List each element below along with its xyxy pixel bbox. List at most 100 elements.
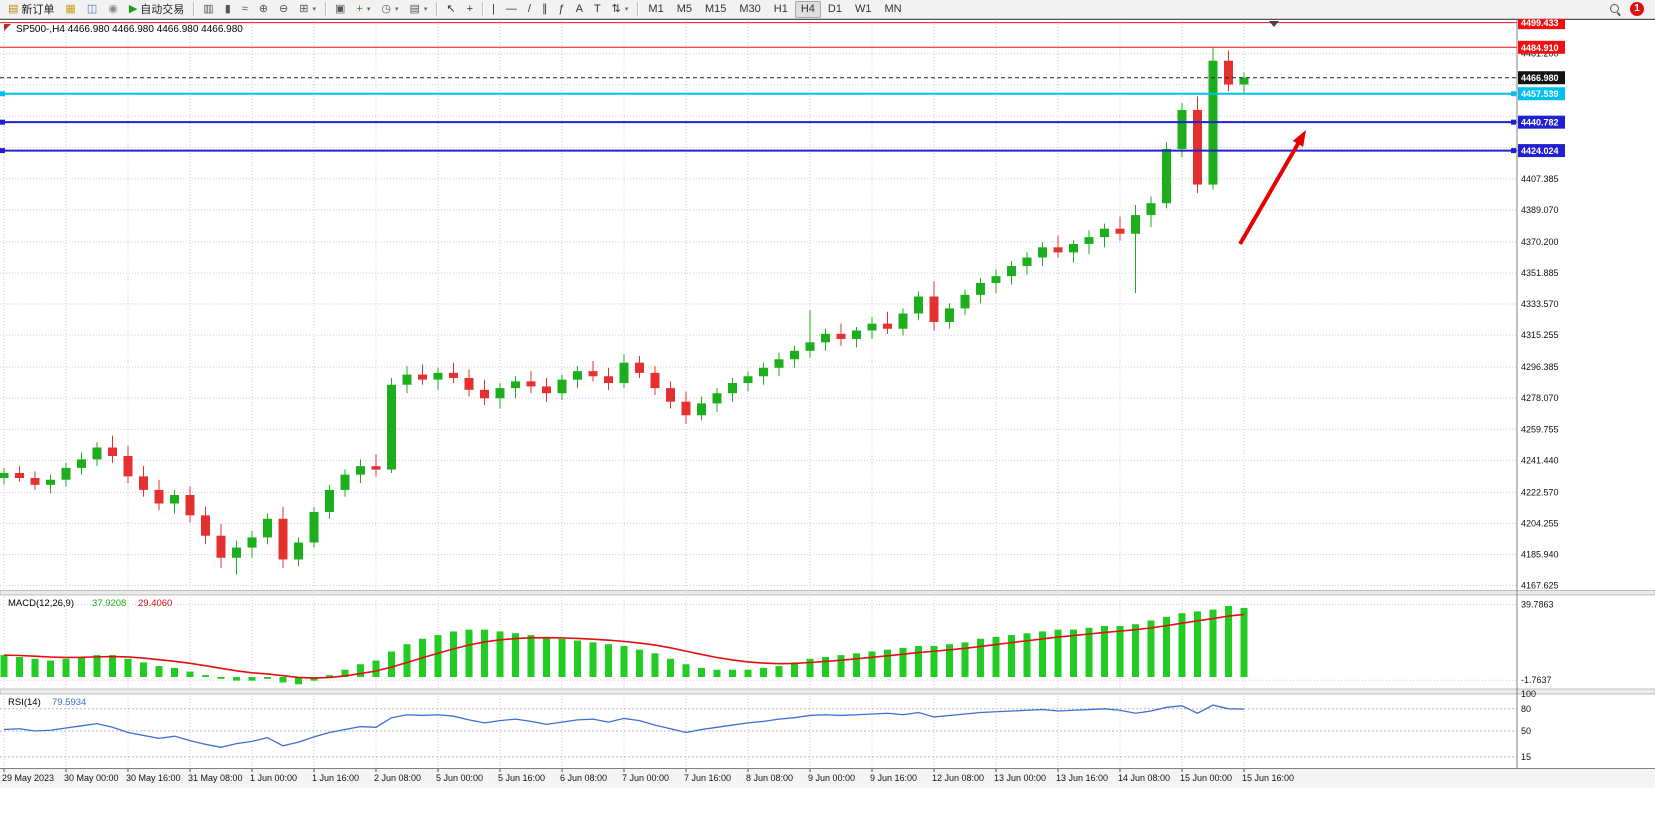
candle: [960, 294, 970, 309]
macd-histogram-bar: [372, 660, 380, 677]
zoom-out-button[interactable]: ⊖: [274, 1, 293, 18]
notification-badge[interactable]: 1: [1630, 2, 1644, 16]
macd-label: MACD(12,26,9) 37.9208 29.4060: [8, 598, 172, 609]
bar-chart-button[interactable]: ▥: [198, 1, 218, 18]
tile-windows-button[interactable]: ⊞ ▾: [294, 1, 321, 18]
toolbar-separator: [482, 2, 484, 16]
candle: [790, 350, 799, 360]
price-tag[interactable]: [1518, 16, 1565, 30]
candle: [681, 401, 691, 416]
chart-title: SP500-,H4 4466.980 4466.980 4466.980 446…: [16, 24, 243, 35]
vertical-line-button[interactable]: |: [487, 1, 500, 18]
tf-m15-button[interactable]: M15: [699, 1, 732, 18]
price-tags-layer[interactable]: 4499.433 4484.910 4457.539 4440.782 4424.024…: [1518, 16, 1565, 158]
fibonacci-button[interactable]: ƒ: [553, 1, 569, 18]
candle: [1162, 148, 1171, 204]
tf-m30-button[interactable]: M30: [733, 1, 766, 18]
levels-layer[interactable]: [0, 22, 1517, 154]
macd-histogram-bar: [915, 646, 922, 677]
price-tag[interactable]: [1518, 115, 1565, 129]
price-tag[interactable]: [1518, 40, 1565, 54]
level-end-marker[interactable]: [0, 91, 5, 97]
templates-button[interactable]: ▤ ▾: [404, 1, 432, 18]
candlestick-chart-button[interactable]: ▮: [220, 1, 236, 18]
time-axis-label: 7 Jun 00:00: [622, 773, 669, 783]
tf-d1-button[interactable]: D1: [822, 1, 848, 18]
charts-button[interactable]: ▦: [60, 1, 80, 18]
text-label-button[interactable]: T: [589, 1, 606, 18]
level-end-marker[interactable]: [1511, 91, 1516, 97]
profiles-button[interactable]: ◫: [82, 1, 102, 18]
level-end-marker[interactable]: [0, 148, 5, 154]
indicators-icon: +: [356, 2, 363, 15]
time-axis-label: 13 Jun 00:00: [994, 773, 1046, 783]
pane-divider[interactable]: [0, 590, 1655, 596]
candle: [123, 455, 133, 477]
macd-histogram-bar: [1101, 625, 1108, 677]
tf-m5-button[interactable]: M5: [671, 1, 698, 18]
candle: [821, 333, 830, 343]
tf-m1-button[interactable]: M1: [642, 1, 669, 18]
price-tag[interactable]: [1518, 144, 1565, 158]
time-axis-label: 30 May 16:00: [126, 773, 181, 783]
time-axis-label: 30 May 00:00: [64, 773, 119, 783]
candle: [929, 296, 939, 322]
main-toolbar: ▤ 新订单 ▦ ◫ ◉ ▶ 自动交易 ▥ ▮ ≈ ⊕ ⊖ ⊞ ▾ ▣ + ▾ ◷ ▾ ▤ ▾ ↖ + | — / ∥ ƒ A T ⇅ ▾ M1 M…: [0, 0, 1655, 19]
macd-histogram-bar: [1116, 625, 1124, 677]
tf-h1-button[interactable]: H1: [768, 1, 794, 18]
candle: [883, 323, 892, 329]
macd-histogram-bar: [465, 629, 473, 677]
tf-h4-button[interactable]: H4: [794, 0, 821, 18]
toolbar-separator: [324, 2, 326, 16]
zoom-in-button[interactable]: ⊕: [254, 1, 273, 18]
rsi-name: RSI(14): [8, 697, 41, 708]
macd-histogram-bar: [1147, 620, 1155, 677]
macd-name: MACD(12,26,9): [8, 598, 74, 609]
macd-histogram-bar: [682, 664, 690, 677]
cursor-button[interactable]: ↖: [441, 1, 460, 18]
one-click-trading-toggle[interactable]: [4, 24, 11, 31]
autotrading-button[interactable]: ▶ 自动交易: [124, 1, 189, 18]
level-end-marker[interactable]: [1511, 148, 1516, 154]
horizontal-line-button[interactable]: —: [501, 1, 522, 18]
price-axis-label: 4389.070: [1521, 205, 1559, 215]
text-button[interactable]: A: [571, 1, 588, 18]
macd-histogram-bar: [1132, 624, 1139, 677]
annotation-layer[interactable]: [1238, 130, 1306, 246]
trendline-icon: /: [527, 2, 531, 15]
auto-arrange-button[interactable]: ▣: [330, 1, 350, 18]
channel-button[interactable]: ∥: [537, 1, 553, 18]
macd-histogram-bar: [62, 658, 70, 677]
level-end-marker[interactable]: [1511, 119, 1516, 125]
indicators-button[interactable]: + ▾: [351, 1, 375, 18]
crosshair-button[interactable]: +: [462, 1, 478, 18]
search-icon[interactable]: [1609, 3, 1622, 16]
candle: [340, 474, 350, 490]
level-end-marker[interactable]: [0, 119, 5, 125]
price-tag[interactable]: [1518, 87, 1565, 101]
macd-histogram-bar: [543, 636, 550, 677]
new-order-button[interactable]: ▤ 新订单: [3, 1, 59, 18]
market-watch-button[interactable]: ◉: [103, 1, 123, 18]
line-chart-button[interactable]: ≈: [237, 1, 253, 18]
time-axis-label: 1 Jun 16:00: [312, 773, 359, 783]
tf-mn-button[interactable]: MN: [878, 1, 907, 18]
candle: [666, 388, 675, 402]
tf-w1-button[interactable]: W1: [849, 1, 878, 18]
arrows-button[interactable]: ⇅ ▾: [607, 1, 634, 18]
candle: [247, 537, 257, 548]
horizontal-line-icon: —: [505, 2, 517, 15]
macd-histogram-bar: [233, 677, 240, 681]
periods-button[interactable]: ◷ ▾: [376, 1, 403, 18]
candle: [852, 330, 861, 339]
trend-arrow-shaft[interactable]: [1238, 137, 1303, 246]
candle: [945, 308, 954, 322]
trend-arrow-head[interactable]: [1292, 130, 1306, 147]
trendline-button[interactable]: /: [523, 1, 536, 18]
macd-histogram-bar: [341, 669, 349, 677]
price-tag[interactable]: [1518, 71, 1565, 85]
pane-divider[interactable]: [0, 688, 1655, 695]
cursor-icon: ↖: [446, 2, 456, 15]
scroll-shift-marker[interactable]: [1269, 21, 1279, 27]
